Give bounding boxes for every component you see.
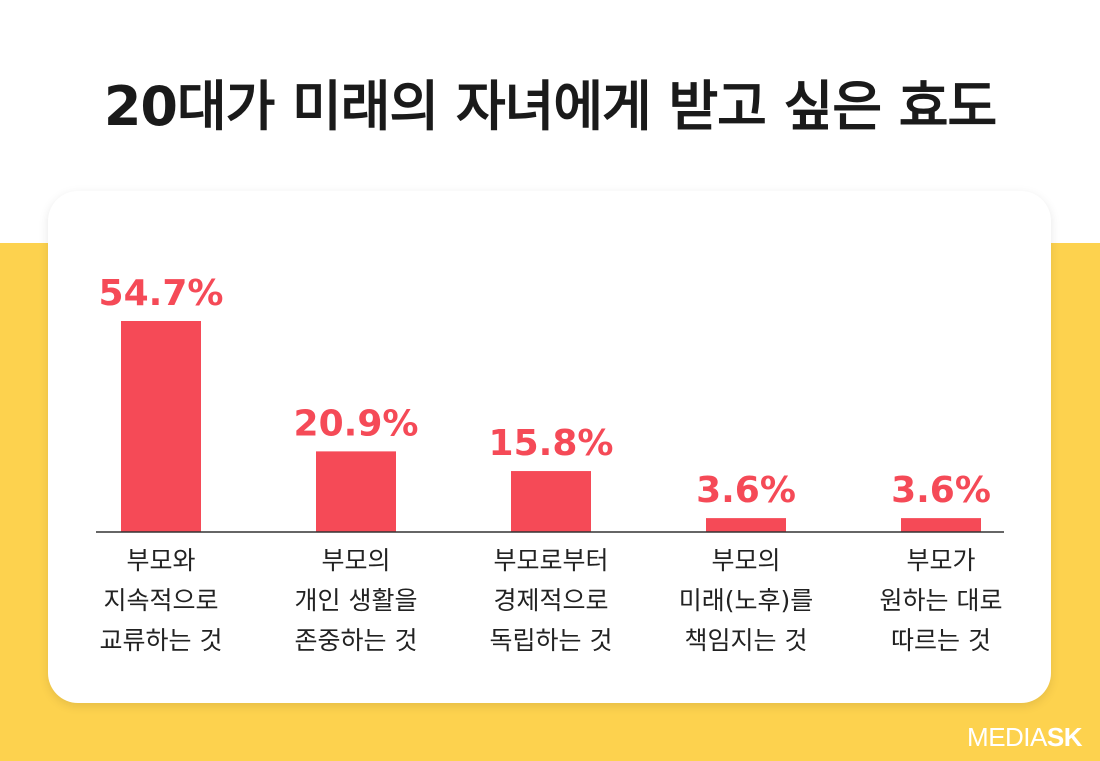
category-label-line: 교류하는 것 — [99, 626, 223, 655]
bar-value-label: 3.6% — [891, 470, 991, 511]
chart-card: 54.7% 20.9% 15.8% 3.6% 3.6% 부모와 지속적으로 교류하는 것 부모… — [48, 191, 1051, 703]
category-label-line: 부모의 — [321, 546, 391, 575]
bar-value-label: 20.9% — [294, 403, 419, 444]
category-label-line: 원하는 대로 — [879, 586, 1003, 615]
brand-logo: MEDIASK — [967, 722, 1082, 752]
category-label-line: 경제적으로 — [493, 586, 609, 615]
bar — [316, 451, 396, 532]
category-label-line: 존중하는 것 — [294, 626, 418, 655]
category-label-line: 부모가 — [906, 546, 976, 575]
category-label-line: 독립하는 것 — [489, 626, 613, 655]
category-label-line: 지속적으로 — [103, 586, 219, 615]
bar — [121, 321, 201, 532]
category-label-line: 따르는 것 — [891, 626, 991, 655]
category-label-line: 부모의 — [711, 546, 781, 575]
bar-value-label: 15.8% — [489, 423, 614, 464]
chart-title: 20대가 미래의 자녀에게 받고 싶은 효도 — [103, 75, 997, 138]
bar — [901, 518, 981, 532]
bar-value-label: 54.7% — [99, 273, 224, 314]
bar-chart: 54.7% 20.9% 15.8% 3.6% 3.6% — [96, 273, 1004, 533]
category-label-line: 책임지는 것 — [684, 626, 808, 655]
bar-value-label: 3.6% — [696, 470, 796, 511]
category-label-line: 개인 생활을 — [294, 586, 418, 615]
category-label-line: 부모와 — [126, 546, 196, 575]
bar — [511, 471, 591, 532]
bar — [706, 518, 786, 532]
category-label-line: 미래(노후)를 — [678, 586, 814, 615]
category-label-line: 부모로부터 — [493, 546, 609, 575]
